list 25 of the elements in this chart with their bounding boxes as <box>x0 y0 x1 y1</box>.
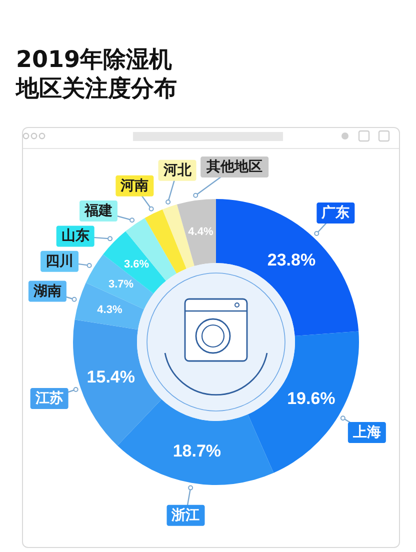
donut-slice <box>216 199 359 336</box>
donut-slice <box>117 399 274 485</box>
data-label: 4.3% <box>97 304 122 316</box>
donut-slice <box>73 320 162 446</box>
slice-label: 福建 <box>83 202 112 219</box>
slice-label: 其他地区 <box>206 158 263 175</box>
slice-label: 河南 <box>120 178 149 194</box>
slice-label: 河北 <box>162 162 192 178</box>
donut-slice <box>103 231 166 294</box>
slice-label: 山东 <box>61 227 90 244</box>
chart-title: 2019年除湿机地区关注度分布 <box>16 46 178 104</box>
data-label: 19.6% <box>287 389 336 408</box>
data-label: 18.7% <box>172 441 222 460</box>
slice-label: 上海 <box>352 424 381 441</box>
donut-slice <box>126 218 177 281</box>
slice-label: 湖南 <box>32 283 62 300</box>
donut-slice <box>176 199 216 266</box>
data-label: 3.6% <box>124 258 150 271</box>
slice-label: 四川 <box>46 253 74 270</box>
slice-label: 江苏 <box>34 390 64 406</box>
slice-label: 广东 <box>320 204 350 221</box>
data-label: 23.8% <box>267 250 316 270</box>
data-label: 15.4% <box>86 368 135 387</box>
slice-label: 浙江 <box>170 507 200 524</box>
data-label: 3.7% <box>108 278 134 291</box>
